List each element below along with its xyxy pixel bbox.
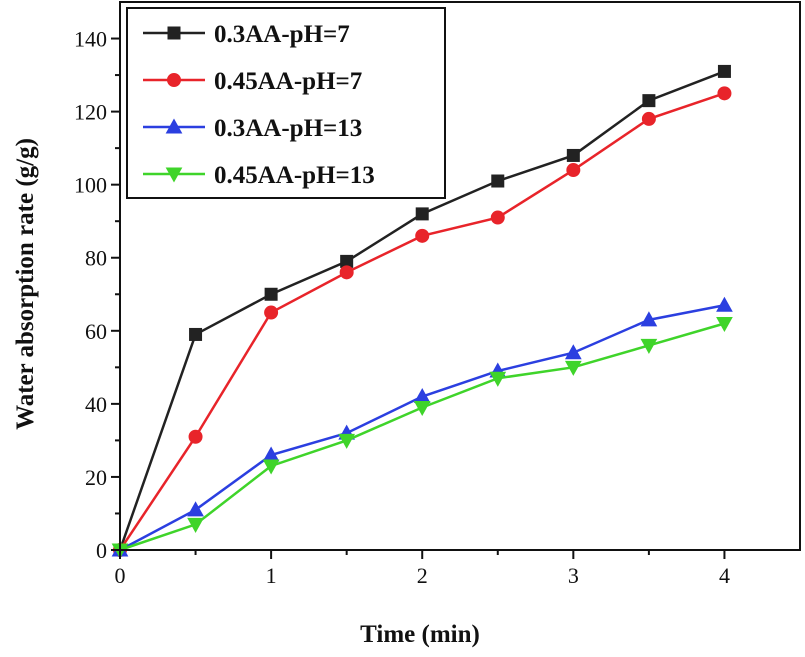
- legend-label: 0.3AA-pH=13: [214, 115, 362, 142]
- data-point: [189, 327, 203, 341]
- legend-item: 0.3AA-pH=7: [143, 21, 350, 48]
- data-point: [566, 163, 581, 178]
- data-point: [187, 517, 204, 533]
- legend-marker: [165, 167, 183, 183]
- y-tick-label: 40: [85, 392, 107, 417]
- x-tick-label: 2: [417, 563, 428, 588]
- data-point: [187, 501, 204, 517]
- legend-label: 0.45AA-pH=13: [214, 162, 375, 189]
- data-point: [642, 94, 656, 108]
- legend-marker: [167, 73, 181, 87]
- series-layer: [111, 64, 733, 559]
- data-point: [262, 459, 280, 475]
- data-point: [264, 287, 278, 301]
- legend-item: 0.3AA-pH=13: [143, 115, 362, 142]
- legend-marker: [165, 118, 183, 134]
- y-tick-label: 80: [85, 246, 107, 271]
- data-point: [716, 316, 733, 333]
- x-tick-label: 0: [115, 563, 126, 588]
- y-tick-label: 100: [74, 173, 107, 198]
- data-point: [338, 433, 356, 449]
- x-tick-label: 4: [719, 563, 730, 588]
- series-0.3AA-pH=7: [113, 64, 731, 557]
- data-point: [564, 344, 582, 360]
- data-point: [413, 401, 431, 417]
- y-tick-label: 120: [74, 100, 107, 125]
- legend-box: [126, 7, 446, 199]
- x-axis-title: Time (min): [360, 621, 480, 648]
- y-tick-label: 140: [74, 27, 107, 52]
- data-point: [716, 296, 733, 312]
- data-point: [415, 228, 430, 243]
- data-point: [564, 360, 582, 376]
- legend-label: 0.3AA-pH=7: [214, 21, 350, 48]
- y-tick-label: 0: [96, 538, 107, 563]
- data-point: [490, 210, 505, 225]
- legend-marker: [167, 26, 181, 40]
- x-tick-label: 3: [568, 563, 579, 588]
- data-point: [641, 111, 656, 126]
- data-point: [717, 86, 732, 101]
- data-point: [566, 148, 580, 162]
- data-point: [339, 265, 354, 280]
- data-point: [415, 207, 429, 221]
- y-axis-title: Water absorption rate (g/g): [12, 138, 39, 430]
- y-tick-label: 60: [85, 319, 107, 344]
- legend-item: 0.45AA-pH=13: [143, 162, 375, 189]
- series-0.45AA-pH=13: [111, 316, 733, 559]
- data-point: [489, 371, 507, 387]
- legend-item: 0.45AA-pH=7: [143, 68, 362, 95]
- data-point: [188, 429, 203, 444]
- y-tick-label: 20: [85, 465, 107, 490]
- data-point: [640, 338, 658, 354]
- series-line: [119, 322, 725, 552]
- data-point: [640, 311, 658, 327]
- plot-frame: [119, 1, 801, 551]
- series-0.3AA-pH=13: [111, 296, 733, 557]
- data-point: [491, 174, 505, 188]
- legend-label: 0.45AA-pH=7: [214, 68, 362, 95]
- data-point: [717, 64, 731, 78]
- x-tick-label: 1: [266, 563, 277, 588]
- data-point: [264, 305, 279, 320]
- legend: 0.3AA-pH=7 0.45AA-pH=7 0.3AA-pH=13 0.45AA-p…: [126, 7, 446, 199]
